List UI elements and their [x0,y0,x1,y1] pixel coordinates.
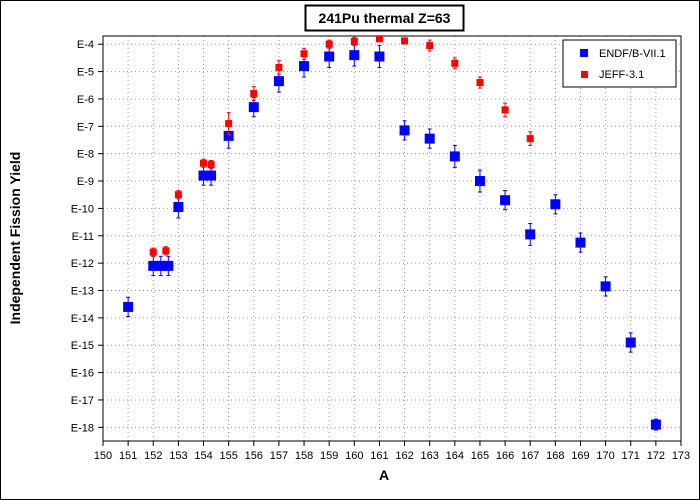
data-point [550,199,561,210]
data-point [375,35,383,43]
data-point [600,281,611,292]
data-point [399,125,410,136]
data-point [349,50,360,61]
y-tick-label: E-5 [77,67,94,79]
legend-marker-jeff [581,71,588,78]
data-point [162,247,170,255]
x-tick-label: 154 [194,450,212,462]
data-point [500,195,511,206]
chart-title: 241Pu thermal Z=63 [319,10,451,26]
axis-ticks: 150 151 152 153 154 155 156 157 158 159 160 161 162 1… [71,39,690,462]
x-tick-label: 150 [94,450,112,462]
x-tick-label: 160 [345,450,363,462]
data-point [526,135,534,143]
data-point [155,260,166,271]
y-tick-label: E-10 [71,203,94,215]
data-point [163,260,174,271]
y-tick-label: E-17 [71,395,94,407]
title-box: 241Pu thermal Z=63 [304,4,465,32]
y-tick-label: E-16 [71,368,94,380]
x-tick-label: 169 [571,450,589,462]
plot-area [102,35,682,442]
data-point [476,79,484,87]
data-point [250,89,258,97]
data-point [149,248,157,256]
y-tick-label: E-4 [77,39,94,51]
x-tick-label: 173 [672,450,690,462]
data-point [325,40,333,48]
legend-label-jeff: JEFF-3.1 [599,69,644,81]
x-tick-label: 162 [395,450,413,462]
x-tick-label: 171 [622,450,640,462]
data-point [225,120,233,128]
data-point [123,301,134,312]
data-point [451,59,459,67]
y-tick-label: E-6 [77,94,94,106]
x-tick-label: 156 [245,450,263,462]
x-tick-label: 159 [320,450,338,462]
data-point [148,260,159,271]
legend: ENDF/B-VII.1 JEFF-3.1 [562,39,677,88]
data-point [173,202,184,213]
series [123,35,661,431]
y-tick-label: E-18 [71,422,94,434]
data-point [275,63,283,71]
data-point [424,133,435,144]
data-point [374,51,385,62]
series-jeff [149,35,534,257]
y-tick-label: E-13 [71,285,94,297]
x-tick-label: 166 [496,450,514,462]
y-tick-label: E-11 [72,231,94,243]
y-axis-title: Independent Fission Yield [7,152,23,325]
legend-label-endf: ENDF/B-VII.1 [599,48,666,60]
data-point [198,170,209,181]
x-tick-label: 167 [521,450,539,462]
y-tick-label: E-7 [77,121,94,133]
y-tick-label: E-8 [77,149,94,161]
data-point [501,106,509,114]
series-endf [123,43,661,431]
x-tick-label: 157 [270,450,288,462]
data-point [174,191,182,199]
data-point [575,237,586,248]
x-tick-label: 152 [144,450,162,462]
data-point [449,151,460,162]
data-point [474,176,485,187]
grid [103,36,681,441]
x-tick-label: 151 [119,450,137,462]
data-point [207,161,215,169]
data-point [401,37,409,45]
data-point [299,61,310,72]
x-tick-label: 163 [421,450,439,462]
data-point [324,51,335,62]
data-point [206,170,217,181]
data-point [248,102,259,113]
data-point [426,42,434,50]
legend-marker-endf [580,49,588,57]
x-tick-label: 161 [370,450,388,462]
y-tick-label: E-9 [77,176,94,188]
data-point [200,159,208,167]
x-axis-title: A [379,467,389,483]
x-tick-label: 170 [596,450,614,462]
data-point [300,50,308,58]
data-point [273,76,284,87]
x-tick-label: 153 [169,450,187,462]
data-point [625,337,636,348]
data-point [223,130,234,141]
x-tick-label: 165 [471,450,489,462]
x-tick-label: 172 [647,450,665,462]
x-tick-label: 158 [295,450,313,462]
data-point [525,229,536,240]
y-tick-label: E-14 [71,313,94,325]
x-tick-label: 168 [546,450,564,462]
x-tick-label: 155 [219,450,237,462]
y-tick-label: E-15 [71,340,94,352]
data-point [650,419,661,430]
data-point [350,37,358,45]
y-tick-label: E-12 [71,258,94,270]
x-tick-label: 164 [446,450,464,462]
